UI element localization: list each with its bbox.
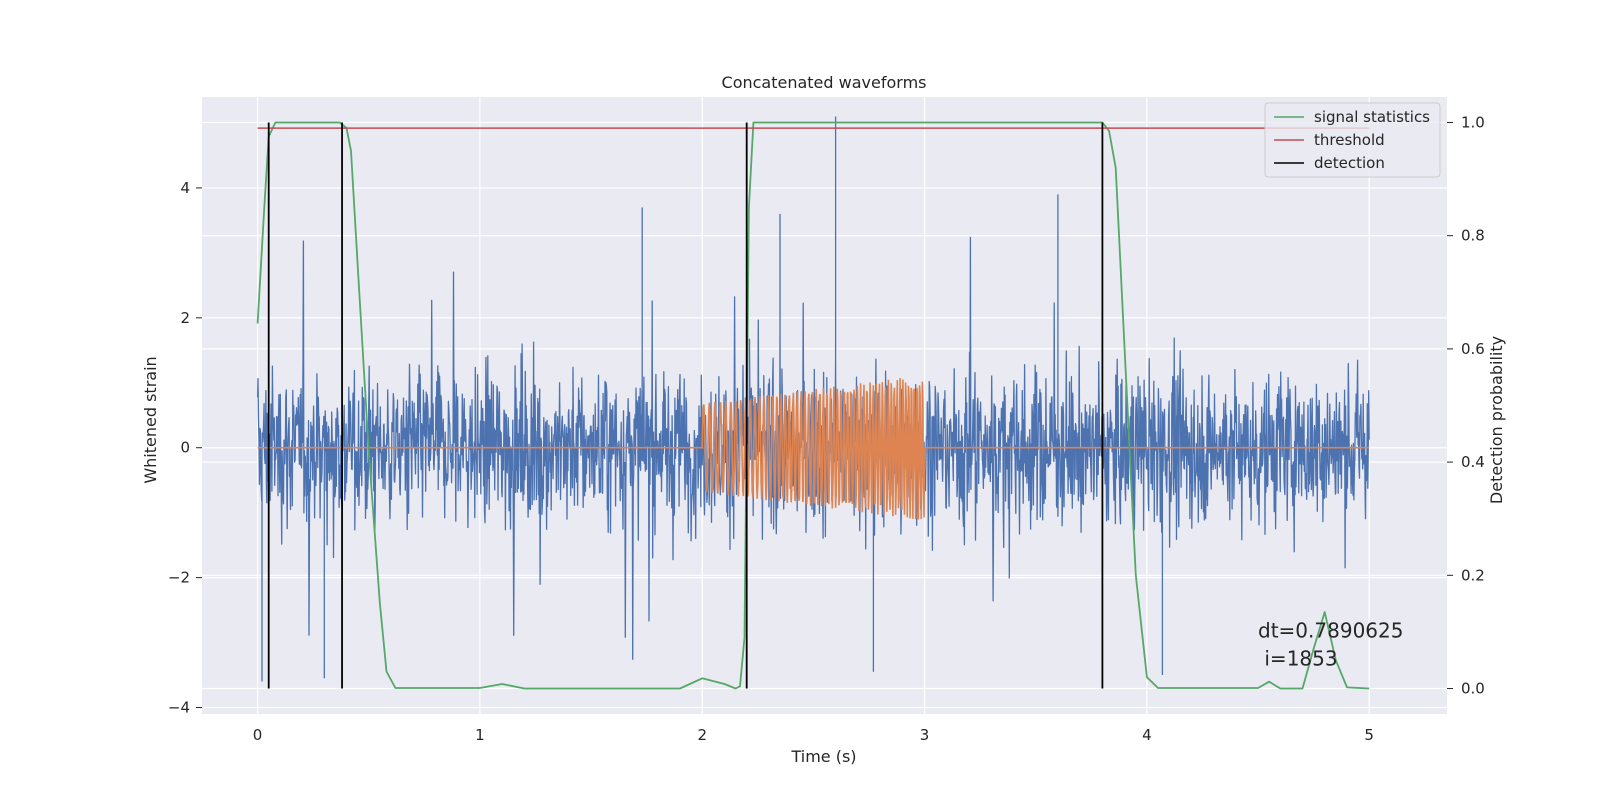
y2-tick-label: 0.0 — [1461, 680, 1485, 698]
chart-title: Concatenated waveforms — [722, 73, 927, 92]
legend-label-signal-statistics: signal statistics — [1314, 108, 1430, 126]
data-layer — [256, 116, 1370, 690]
x-tick-label: 1 — [475, 726, 485, 744]
legend-frame — [1264, 102, 1441, 178]
y-tick-label: −4 — [168, 699, 190, 717]
series-signal-statistics — [256, 121, 1370, 690]
x-tick-label: 4 — [1142, 726, 1152, 744]
y-tick-label: 4 — [180, 179, 190, 197]
y2-tick-label: 1.0 — [1461, 113, 1485, 131]
y2-tick-label: 0.8 — [1461, 227, 1485, 245]
annotation-index: i=1853 — [1258, 646, 1338, 670]
x-tick-label: 3 — [920, 726, 930, 744]
y-tick-label: −2 — [168, 569, 190, 587]
y-tick-label: 0 — [180, 439, 190, 457]
x-tick-label: 2 — [697, 726, 707, 744]
x-tick-label: 5 — [1364, 726, 1374, 744]
annotation-dt: dt=0.7890625 — [1258, 618, 1403, 642]
y2-tick-label: 0.4 — [1461, 453, 1485, 471]
legend-label-detection: detection — [1314, 154, 1385, 172]
y-tick-label: 2 — [180, 309, 190, 327]
legend: signal statistics threshold detection — [1264, 102, 1441, 178]
y-axis-label: Whitened strain — [141, 356, 160, 483]
axes: 0 1 2 3 4 5 −4 −2 0 2 4 0.0 0.2 0.4 0.6 0.8 1.0 — [168, 113, 1485, 744]
legend-label-threshold: threshold — [1314, 131, 1385, 149]
y2-axis-label: Detection probability — [1487, 336, 1506, 504]
y2-tick-label: 0.6 — [1461, 340, 1485, 358]
x-tick-label: 0 — [253, 726, 263, 744]
series-injected-waveform — [257, 378, 1370, 520]
x-axis-label: Time (s) — [790, 747, 856, 766]
y2-tick-label: 0.2 — [1461, 566, 1485, 584]
